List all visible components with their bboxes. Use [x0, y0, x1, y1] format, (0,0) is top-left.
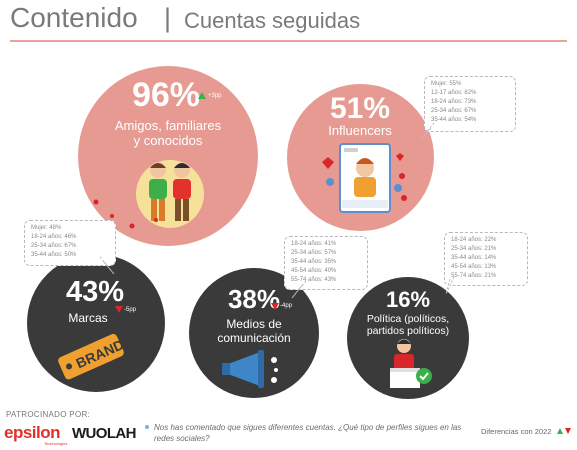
- note-tail-marcas: [99, 256, 115, 275]
- brand-tag-illustration: BRAND: [58, 333, 126, 380]
- change-amigos: +3pp: [208, 93, 222, 99]
- page-title: Contenido: [10, 2, 138, 33]
- value-amigos: 96%: [131, 76, 201, 114]
- note-tail-medios: [291, 280, 307, 299]
- friends-illustration: [136, 160, 204, 228]
- change-down-icon: [271, 303, 279, 310]
- label-politica: Política (políticos, partidos políticos): [366, 313, 450, 338]
- value-marcas: 43%: [65, 276, 125, 308]
- wuolah-logo: WUOLAH: [72, 425, 136, 442]
- value-medios: 38%: [227, 284, 281, 314]
- decorative-dots: [93, 199, 158, 229]
- politician-illustration: [390, 339, 432, 388]
- label-influencers: Influencers: [328, 123, 392, 138]
- note-influencers: Mujer: 55% 12-17 años: 82% 18-24 años: 7…: [424, 76, 516, 132]
- sponsor-label: PATROCINADO POR:: [6, 410, 91, 419]
- change-up-icon: [198, 92, 206, 99]
- change-medios: -4pp: [280, 303, 293, 309]
- header: Contenido | Cuentas seguidas: [0, 0, 577, 42]
- bubble-marcas: [27, 254, 165, 392]
- bullet-icon: [145, 425, 149, 429]
- label-marcas: Marcas: [68, 311, 108, 325]
- label-amigos: Amigos, familiares y conocidos: [114, 118, 222, 148]
- epsilon-logo-sub: Technologies: [44, 441, 68, 446]
- note-tail-influencers: [419, 122, 435, 141]
- note-politica: 18-24 años: 22% 25-34 años: 21% 35-44 añ…: [444, 232, 528, 286]
- epsilon-logo: epsilon: [4, 423, 61, 442]
- diff-legend: Diferencias con 2022: [481, 427, 552, 436]
- title-separator: |: [164, 3, 172, 33]
- survey-question: Nos has comentado que sigues diferentes …: [154, 423, 462, 443]
- label-medios: Medios de comunicación: [217, 317, 291, 345]
- influencer-illustration: [322, 143, 407, 213]
- diff-down-icon: [565, 428, 571, 434]
- page-subtitle: Cuentas seguidas: [184, 8, 361, 33]
- change-marcas: -5pp: [124, 307, 137, 313]
- megaphone-illustration: [222, 350, 278, 388]
- diff-up-icon: [557, 428, 563, 434]
- value-politica: 16%: [385, 287, 431, 312]
- value-influencers: 51%: [329, 92, 391, 125]
- header-divider: [10, 40, 567, 42]
- note-medios: 18-24 años: 41% 25-34 años: 57% 35-44 añ…: [284, 236, 368, 290]
- change-down-icon: [115, 306, 123, 313]
- note-tail-politica: [445, 276, 455, 295]
